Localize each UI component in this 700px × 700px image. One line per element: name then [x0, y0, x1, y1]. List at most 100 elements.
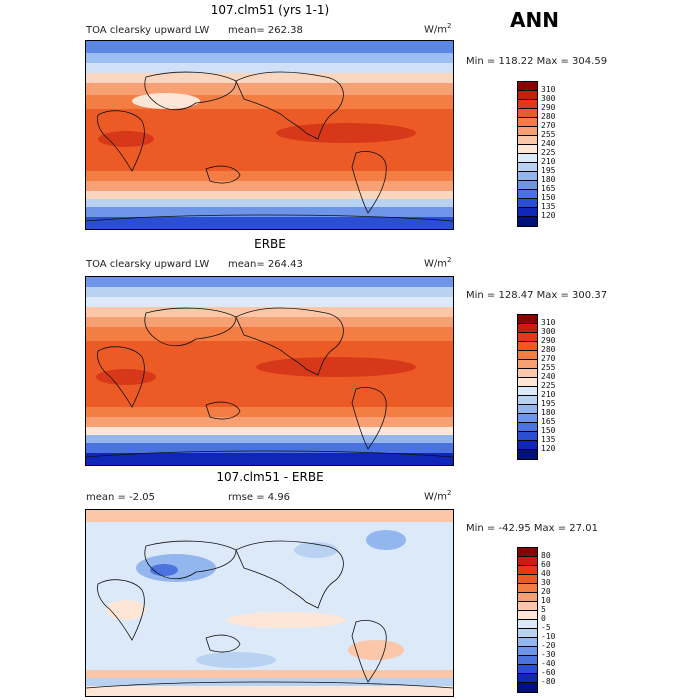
panel3-cb-cell — [518, 656, 537, 665]
panel1-cb-label: 240 — [541, 139, 556, 148]
panel3-cb-cell — [518, 593, 537, 602]
panel3-cb-cell — [518, 557, 537, 566]
panel2-minmax: Min = 128.47 Max = 300.37 — [466, 290, 608, 301]
panel1-cb-cell — [518, 100, 537, 109]
panel3-cb-cell — [518, 602, 537, 611]
panel3-cb-label: -5 — [541, 623, 551, 632]
panel2-cb-cell — [518, 342, 537, 351]
panel3-rmse: rmse = 4.96 — [228, 492, 291, 503]
panel2-cb-cell — [518, 450, 537, 459]
panel2-cb-cell — [518, 441, 537, 450]
panel1-minmax: Min = 118.22 Max = 304.59 — [466, 56, 608, 67]
panel3-cb-label: 20 — [541, 587, 551, 596]
panel1-cb-label: 120 — [541, 211, 556, 220]
panel2-cb-cell — [518, 378, 537, 387]
panel1-cb-cell — [518, 109, 537, 118]
panel1-cb-label: 165 — [541, 184, 556, 193]
panel1-cb-cell — [518, 136, 537, 145]
panel2-cb-cell — [518, 387, 537, 396]
panel3-cb-label: -60 — [541, 668, 556, 677]
panel3-cb-cell — [518, 647, 537, 656]
panel3-cb-label: -20 — [541, 641, 556, 650]
panel2-cb-cell — [518, 324, 537, 333]
panel3-cb-cell — [518, 548, 537, 557]
panel2-cb-cell — [518, 315, 537, 324]
panel2-cb-label: 210 — [541, 390, 556, 399]
panel3-cb-cell — [518, 665, 537, 674]
panel2-cb-label: 255 — [541, 363, 556, 372]
panel3-cb-label: 10 — [541, 596, 551, 605]
panel1-cb-label: 210 — [541, 157, 556, 166]
panel3-map — [85, 509, 454, 697]
panel2-cb-label: 135 — [541, 435, 556, 444]
panel2-cb-cell — [518, 351, 537, 360]
panel2-cb-label: 120 — [541, 444, 556, 453]
panel1-cb-cell — [518, 163, 537, 172]
panel3-cb-cell — [518, 575, 537, 584]
panel1-map — [85, 40, 454, 230]
panel3-map-svg — [86, 510, 453, 696]
panel3-cb-cell — [518, 566, 537, 575]
panel3-colorbar — [517, 547, 538, 693]
panel1-cb-cell — [518, 82, 537, 91]
panel1-cb-label: 135 — [541, 202, 556, 211]
panel3-cb-label: 30 — [541, 578, 551, 587]
panel1-units: W/m2 — [424, 22, 452, 36]
panel3-mean: mean = -2.05 — [86, 492, 155, 503]
panel2-map — [85, 276, 454, 466]
panel2-cb-label: 270 — [541, 354, 556, 363]
panel2-variable-label: TOA clearsky upward LW — [86, 259, 210, 270]
panel1-cb-label: 255 — [541, 130, 556, 139]
panel1-variable-label: TOA clearsky upward LW — [86, 25, 210, 36]
panel2-cb-label: 225 — [541, 381, 556, 390]
panel1-cb-label: 290 — [541, 103, 556, 112]
panel1-cb-cell — [518, 91, 537, 100]
panel1-cb-label: 270 — [541, 121, 556, 130]
panel2-cb-cell — [518, 333, 537, 342]
panel3-cb-cell — [518, 674, 537, 683]
panel3-cb-cell — [518, 638, 537, 647]
panel1-cb-label: 150 — [541, 193, 556, 202]
panel1-cb-cell — [518, 190, 537, 199]
panel3-cb-label: -10 — [541, 632, 556, 641]
panel1-cb-label: 310 — [541, 85, 556, 94]
panel2-cb-cell — [518, 432, 537, 441]
panel2-colorbar — [517, 314, 538, 460]
panel1-colorbar — [517, 81, 538, 227]
panel3-cb-label: -40 — [541, 659, 556, 668]
panel3-cb-label: 0 — [541, 614, 546, 623]
panel3-cb-cell — [518, 629, 537, 638]
panel1-cb-label: 300 — [541, 94, 556, 103]
panel1-cb-label: 280 — [541, 112, 556, 121]
panel2-cb-cell — [518, 396, 537, 405]
panel2-cb-label: 310 — [541, 318, 556, 327]
panel3-cb-label: -80 — [541, 677, 556, 686]
panel2-cb-label: 195 — [541, 399, 556, 408]
panel1-cb-cell — [518, 217, 537, 226]
panel2-cb-cell — [518, 369, 537, 378]
panel2-cb-label: 280 — [541, 345, 556, 354]
panel1-cb-cell — [518, 181, 537, 190]
panel1-cb-cell — [518, 172, 537, 181]
panel1-cb-cell — [518, 145, 537, 154]
panel3-minmax: Min = -42.95 Max = 27.01 — [466, 523, 598, 534]
panel3-cb-label: 40 — [541, 569, 551, 578]
panel2-cb-label: 240 — [541, 372, 556, 381]
panel1-cb-cell — [518, 154, 537, 163]
panel2-mean: mean= 264.43 — [228, 259, 303, 270]
panel2-cb-label: 290 — [541, 336, 556, 345]
panel2-cb-label: 150 — [541, 426, 556, 435]
panel1-cb-label: 195 — [541, 166, 556, 175]
panel2-title: ERBE — [254, 237, 286, 251]
panel2-cb-label: 180 — [541, 408, 556, 417]
panel2-cb-label: 165 — [541, 417, 556, 426]
panel3-cb-label: 60 — [541, 560, 551, 569]
panel2-cb-cell — [518, 405, 537, 414]
panel3-cb-cell — [518, 683, 537, 692]
panel2-cb-cell — [518, 423, 537, 432]
season-label: ANN — [510, 8, 559, 32]
panel1-cb-cell — [518, 118, 537, 127]
panel3-units: W/m2 — [424, 489, 452, 503]
panel3-cb-label: 5 — [541, 605, 546, 614]
panel1-cb-label: 180 — [541, 175, 556, 184]
